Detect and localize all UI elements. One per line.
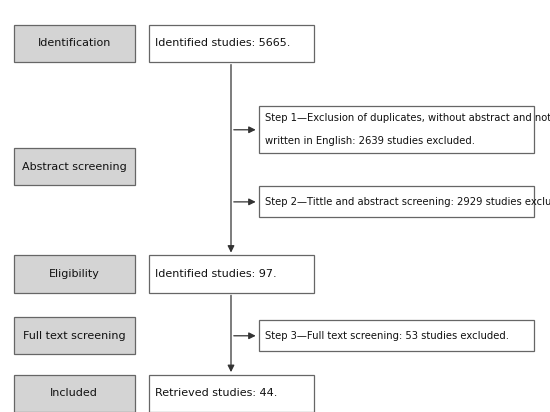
Text: Included: Included <box>50 389 98 398</box>
Text: Step 1—Exclusion of duplicates, without abstract and not: Step 1—Exclusion of duplicates, without … <box>265 113 550 123</box>
Text: Identified studies: 97.: Identified studies: 97. <box>155 269 277 279</box>
Bar <box>14 317 135 354</box>
Text: written in English: 2639 studies excluded.: written in English: 2639 studies exclude… <box>265 136 475 146</box>
Text: Eligibility: Eligibility <box>49 269 100 279</box>
Text: Step 3—Full text screening: 53 studies excluded.: Step 3—Full text screening: 53 studies e… <box>265 331 509 341</box>
Bar <box>14 25 135 62</box>
Bar <box>258 186 534 218</box>
Text: Retrieved studies: 44.: Retrieved studies: 44. <box>155 389 278 398</box>
Bar <box>258 321 534 351</box>
Text: Step 2—Tittle and abstract screening: 2929 studies excluded.: Step 2—Tittle and abstract screening: 29… <box>265 197 550 207</box>
Bar <box>14 148 135 185</box>
Text: Full text screening: Full text screening <box>23 331 125 341</box>
Bar <box>148 255 314 293</box>
Text: Identification: Identification <box>37 38 111 48</box>
Bar <box>258 106 534 153</box>
Text: Identified studies: 5665.: Identified studies: 5665. <box>155 38 290 48</box>
Text: Abstract screening: Abstract screening <box>22 162 126 172</box>
Bar <box>148 375 314 412</box>
Bar <box>14 255 135 293</box>
Bar <box>14 375 135 412</box>
Bar <box>148 25 314 62</box>
